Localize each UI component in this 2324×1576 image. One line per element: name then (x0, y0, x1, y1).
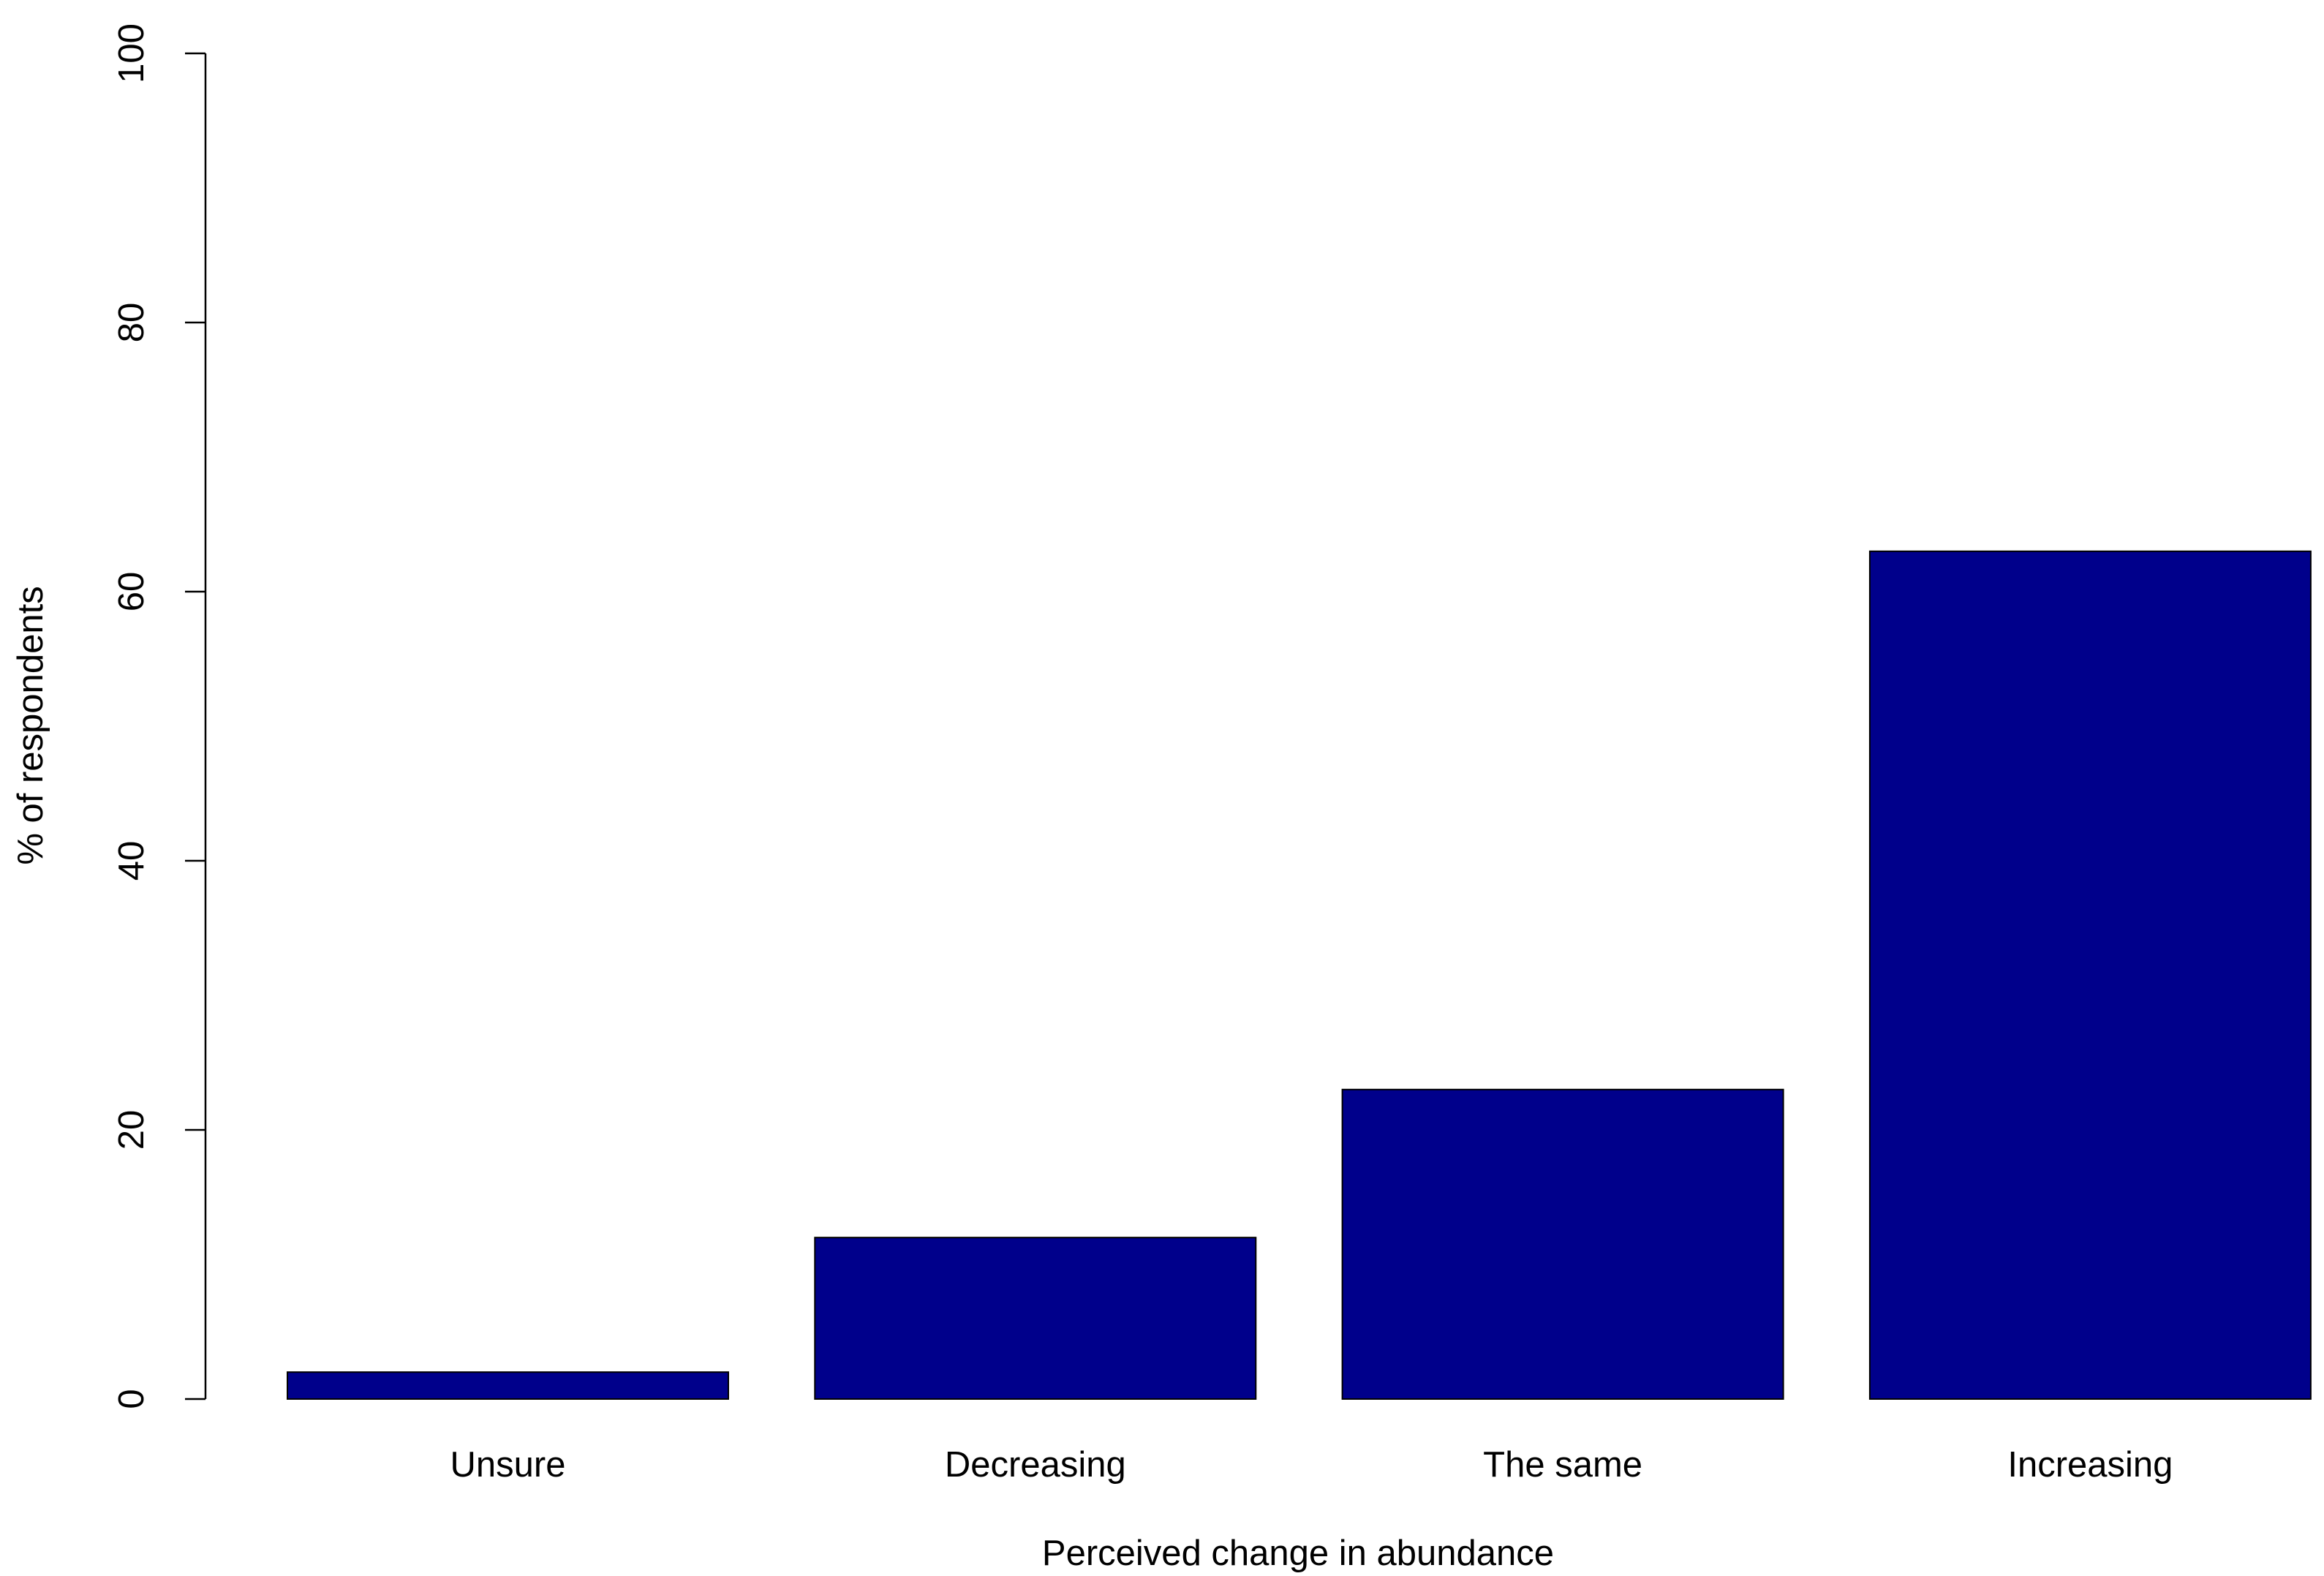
y-tick-label: 20 (112, 1110, 151, 1150)
x-tick-label: The same (1483, 1445, 1642, 1485)
bar (814, 1237, 1257, 1400)
x-tick-label: Unsure (450, 1445, 566, 1485)
y-tick-label: 60 (112, 572, 151, 612)
bar (1868, 550, 2312, 1400)
y-tick-label: 40 (112, 841, 151, 881)
bar (1341, 1088, 1784, 1400)
y-tick-label: 80 (112, 303, 151, 343)
x-tick-label: Increasing (2007, 1445, 2173, 1485)
x-tick-label: Decreasing (945, 1445, 1126, 1485)
x-axis-label: Perceived change in abundance (1042, 1534, 1554, 1573)
y-axis-label: % of respondents (11, 586, 50, 864)
y-tick-label: 100 (112, 23, 151, 83)
bar (287, 1371, 729, 1400)
y-tick-label: 0 (112, 1389, 151, 1409)
